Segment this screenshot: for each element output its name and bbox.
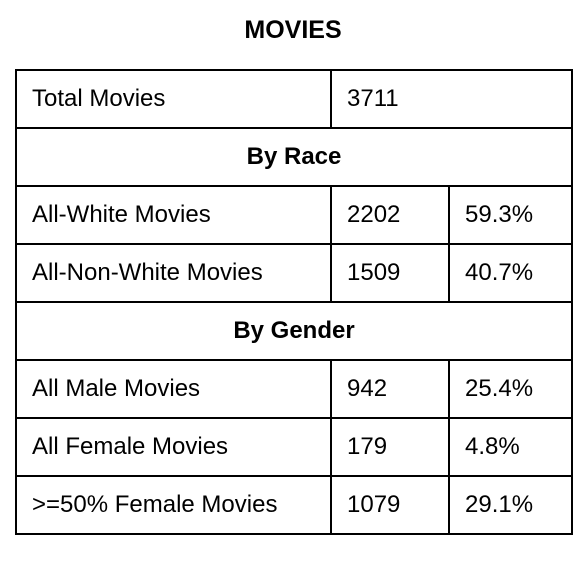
- table-row: All-White Movies 2202 59.3%: [15, 185, 574, 245]
- row-percent: 4.8%: [447, 417, 574, 477]
- row-label: >=50% Female Movies: [15, 475, 332, 535]
- table-row: All Female Movies 179 4.8%: [15, 417, 574, 477]
- row-label: All-White Movies: [15, 185, 332, 245]
- race-header: By Race: [14, 127, 574, 187]
- table-title: MOVIES: [244, 16, 342, 44]
- table-row: All Male Movies 942 25.4%: [15, 359, 574, 419]
- row-count: 1079: [330, 475, 450, 535]
- movies-table: Total Movies 3711 By Race All-White Movi…: [14, 69, 574, 535]
- row-label: All Male Movies: [15, 359, 332, 419]
- row-count: 2202: [330, 185, 450, 245]
- row-percent: 40.7%: [447, 243, 574, 303]
- row-count: 942: [330, 359, 450, 419]
- total-count: 3711: [329, 69, 574, 129]
- table-row: All-Non-White Movies 1509 40.7%: [15, 243, 574, 303]
- table-row: >=50% Female Movies 1079 29.1%: [15, 475, 574, 535]
- total-label: Total Movies: [15, 69, 332, 129]
- row-count: 1509: [330, 243, 450, 303]
- section-header-race: By Race: [14, 127, 574, 187]
- row-count: 179: [330, 417, 450, 477]
- table-row-total: Total Movies 3711: [15, 69, 574, 129]
- row-percent: 29.1%: [447, 475, 574, 535]
- row-percent: 59.3%: [447, 185, 574, 245]
- row-percent: 25.4%: [447, 359, 574, 419]
- gender-header: By Gender: [14, 301, 574, 361]
- section-header-gender: By Gender: [14, 301, 574, 361]
- row-label: All-Non-White Movies: [15, 243, 332, 303]
- row-label: All Female Movies: [15, 417, 332, 477]
